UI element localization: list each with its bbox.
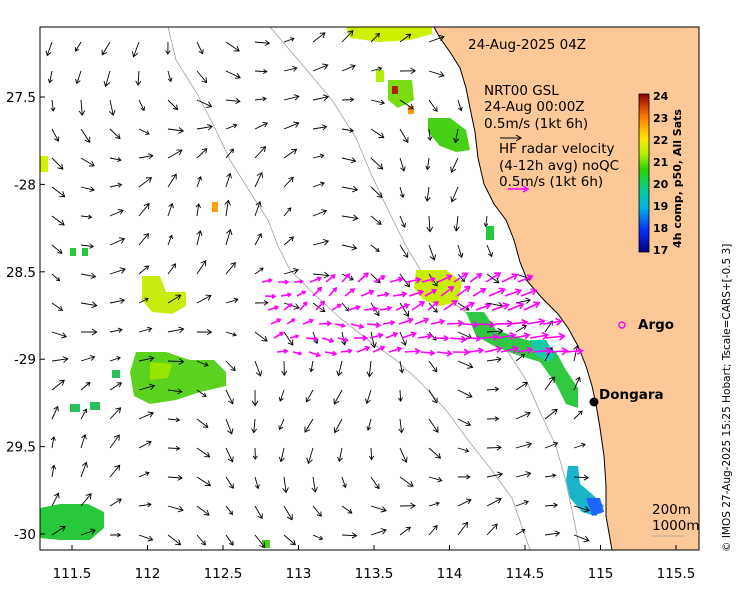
- x-tick-label: 113.5: [355, 566, 394, 582]
- x-tick-label: 114.5: [506, 566, 545, 582]
- dongara-marker: [590, 398, 599, 407]
- x-tick-label: 111.5: [53, 566, 92, 582]
- sst-patch-north-2: [376, 70, 384, 82]
- isobath-deep-label: 200m: [652, 502, 691, 518]
- x-tick-label: 112: [135, 566, 161, 582]
- radar-title-label: HF radar velocity: [499, 141, 614, 157]
- map-plot-area: [40, 27, 699, 550]
- x-tick-label: 114: [437, 566, 463, 582]
- colorbar-tick-label: 19: [653, 200, 668, 213]
- sst-patch-tiny-2: [486, 226, 494, 240]
- x-tick-label: 115.5: [657, 566, 696, 582]
- timestamp-label: 24-Aug-2025 04Z: [468, 37, 586, 53]
- x-tick-label: 113: [286, 566, 312, 582]
- x-tick-label: 115: [588, 566, 614, 582]
- sst-patch-orange: [212, 202, 218, 212]
- y-tick-label: 27.5: [6, 90, 36, 106]
- isobath-shallow-label: 1000m: [652, 518, 700, 534]
- colorbar-tick-label: 21: [653, 156, 668, 169]
- dongara-label: Dongara: [599, 387, 664, 403]
- sst-patch-green-1: [70, 248, 76, 256]
- sst-patch-north-4: [392, 86, 398, 94]
- colorbar-tick-label: 24: [653, 90, 669, 103]
- x-axis: 111.5 112 112.5 113 113.5 114 114.5 115 115.5: [53, 545, 696, 582]
- credit-label: © IMOS 27-Aug-2025 15:25 Hobart; Tscale=…: [721, 244, 733, 552]
- colorbar-tick-label: 20: [653, 178, 669, 191]
- radar-scale-label: 0.5m/s (1kt 6h): [499, 174, 603, 190]
- y-tick-label: 28.5: [6, 265, 36, 281]
- colorbar-tick-label: 17: [653, 244, 668, 257]
- model-name-label: NRT00 GSL: [484, 83, 559, 99]
- sst-patch-southwest: [40, 504, 104, 540]
- y-tick-label: -30: [14, 527, 36, 543]
- model-time-label: 24-Aug 00:00Z: [484, 99, 585, 115]
- radar-detail-label: (4-12h avg) noQC: [499, 158, 619, 174]
- sst-patch-west-small: [40, 156, 48, 172]
- colorbar-tick-label: 23: [653, 112, 668, 125]
- sst-patch-green-2: [82, 248, 88, 256]
- y-axis: 27.5 -28 28.5 -29 29.5 -30: [6, 90, 45, 543]
- y-tick-label: -29: [14, 352, 36, 368]
- model-scale-label: 0.5m/s (1kt 6h): [484, 116, 588, 132]
- colorbar-tick-label: 18: [653, 222, 668, 235]
- argo-label: Argo: [638, 317, 674, 333]
- x-tick-label: 112.5: [204, 566, 243, 582]
- colorbar-tick-label: 22: [653, 134, 668, 147]
- colorbar-label: 4h comp, p50, All Sats: [671, 109, 684, 248]
- y-tick-label: 29.5: [6, 440, 36, 456]
- colorbar-gradient: [639, 94, 649, 252]
- y-tick-label: -28: [14, 177, 36, 193]
